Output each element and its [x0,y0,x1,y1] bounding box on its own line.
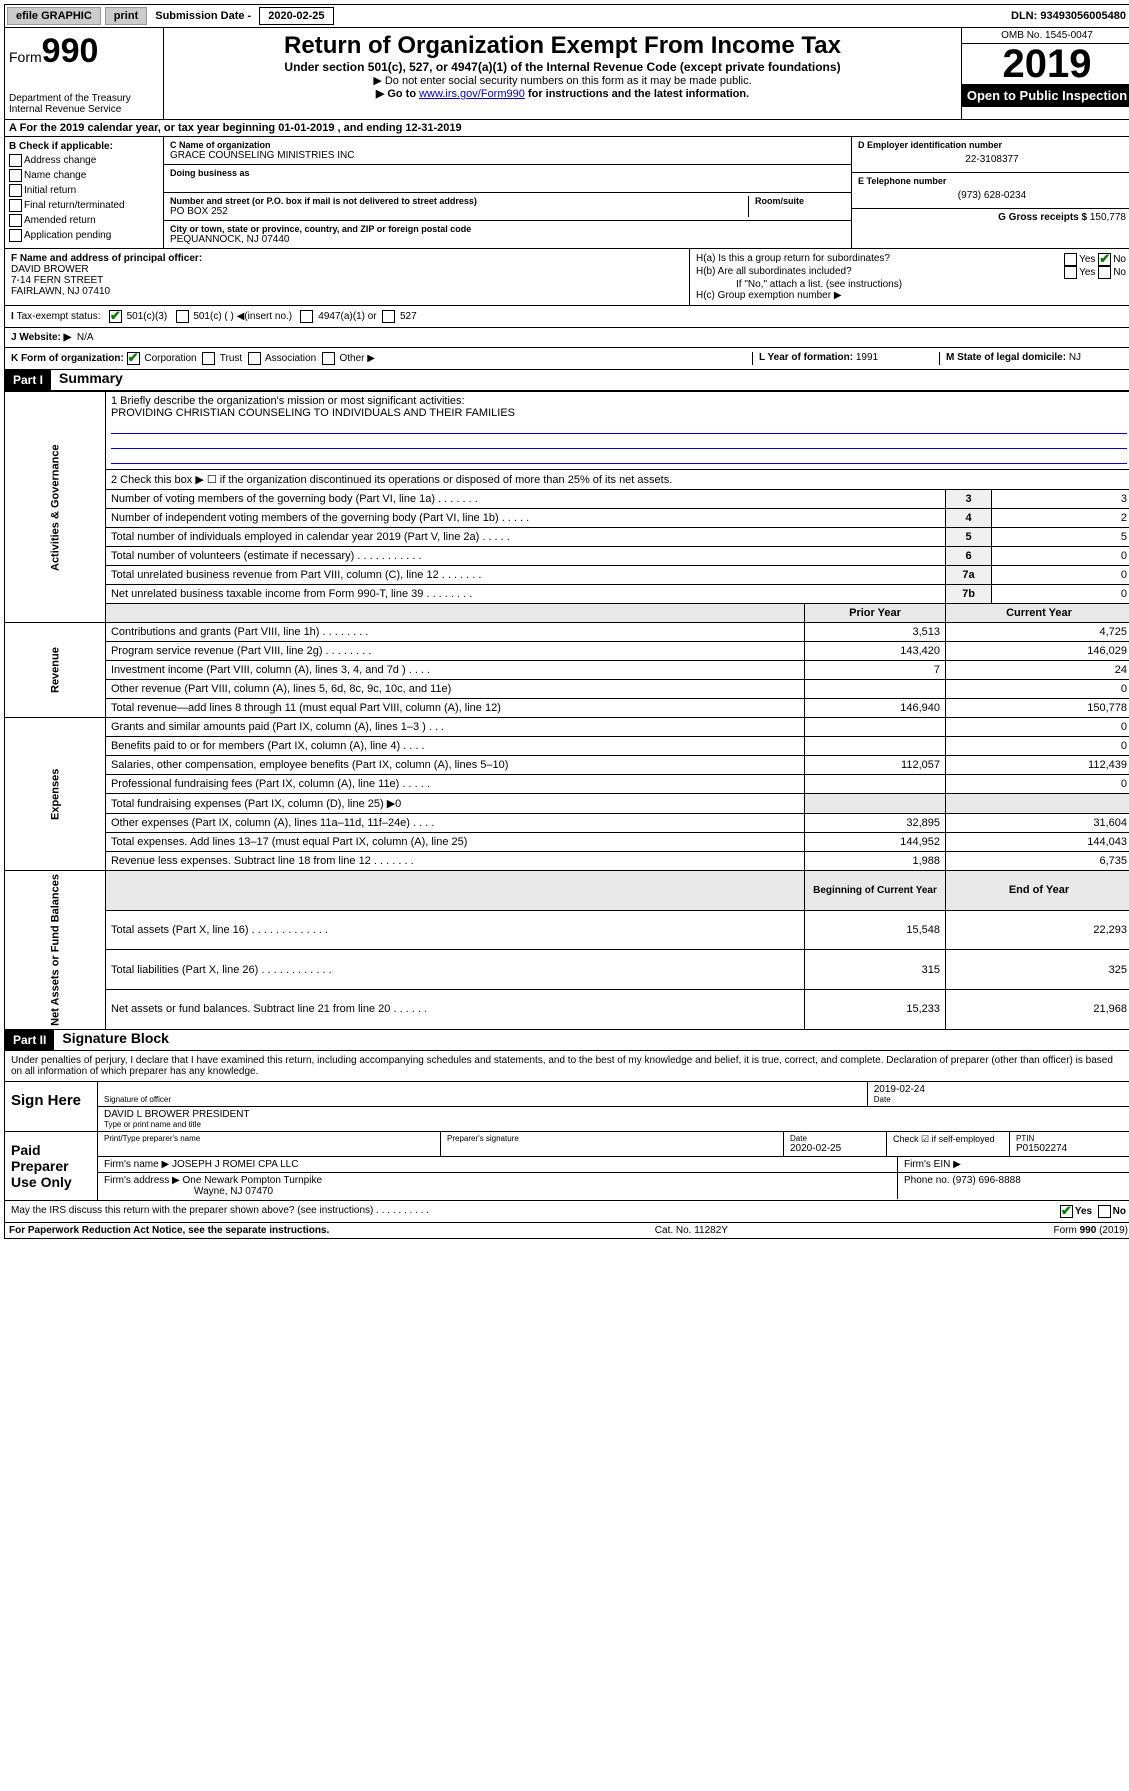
sign-here-label: Sign Here [5,1082,98,1131]
part1-header: Part I Summary [4,370,1129,391]
discuss-row: May the IRS discuss this return with the… [4,1201,1129,1223]
gross-receipts: 150,778 [1090,212,1126,223]
cb-name-change[interactable]: Name change [9,169,159,182]
firm-name: JOSEPH J ROMEI CPA LLC [172,1159,299,1170]
sidelabel-gov: Activities & Governance [5,392,106,623]
sidelabel-rev: Revenue [5,623,106,718]
officer-name-title: DAVID L BROWER PRESIDENT [104,1109,1126,1120]
submission-date-label: Submission Date - [151,10,255,22]
dln-block: DLN: 93493056005480 [1011,10,1129,22]
telephone: (973) 628-0234 [858,186,1126,205]
sign-here-section: Sign Here Signature of officer 2019-02-2… [4,1082,1129,1132]
cb-501c[interactable] [176,310,189,323]
top-bar: efile GRAPHIC print Submission Date - 20… [4,4,1129,28]
footer: For Paperwork Reduction Act Notice, see … [4,1223,1129,1239]
goto-note: ▶ Go to www.irs.gov/Form990 for instruct… [168,87,957,100]
header-left: Form990 Department of the Treasury Inter… [5,28,164,119]
ptin: P01502274 [1016,1143,1126,1154]
form-title: Return of Organization Exempt From Incom… [168,32,957,60]
cb-trust[interactable] [202,352,215,365]
dept-treasury: Department of the Treasury [9,93,159,104]
cb-other[interactable] [322,352,335,365]
dln-label: DLN: [1011,10,1040,22]
print-button[interactable]: print [105,7,147,25]
org-city: PEQUANNOCK, NJ 07440 [170,234,845,245]
principal-officer: F Name and address of principal officer:… [5,249,689,305]
mission-text: PROVIDING CHRISTIAN COUNSELING TO INDIVI… [111,407,1127,419]
cb-application-pending[interactable]: Application pending [9,229,159,242]
ein: 22-3108377 [858,150,1126,169]
org-name: GRACE COUNSELING MINISTRIES INC [170,150,845,161]
paid-preparer-label: Paid Preparer Use Only [5,1132,98,1200]
header-mid: Return of Organization Exempt From Incom… [164,28,961,119]
discuss-no[interactable] [1098,1205,1111,1218]
irs-link[interactable]: www.irs.gov/Form990 [419,88,525,100]
part2-header: Part II Signature Block [4,1030,1129,1051]
year-formation: 1991 [856,352,878,363]
dln-value: 93493056005480 [1040,10,1126,22]
org-address: PO BOX 252 [170,206,748,217]
form-subtitle: Under section 501(c), 527, or 4947(a)(1)… [168,60,957,74]
cb-amended[interactable]: Amended return [9,214,159,227]
hb-no[interactable] [1098,266,1111,279]
header-right: OMB No. 1545-0047 2019 Open to Public In… [961,28,1129,119]
section-f-h: F Name and address of principal officer:… [4,249,1129,306]
submission-date-value: 2020-02-25 [259,7,333,25]
group-return: H(a) Is this a group return for subordin… [689,249,1129,305]
tax-exempt-status: I Tax-exempt status: 501(c)(3) 501(c) ( … [4,306,1129,328]
perjury-statement: Under penalties of perjury, I declare th… [4,1051,1129,1082]
discuss-yes[interactable] [1060,1205,1073,1218]
ha-yes[interactable] [1064,253,1077,266]
preparer-phone: (973) 696-8888 [952,1175,1020,1186]
form-org-row: K Form of organization: Corporation Trus… [4,348,1129,370]
cb-final-return[interactable]: Final return/terminated [9,199,159,212]
open-inspection: Open to Public Inspection [962,84,1129,107]
cb-assoc[interactable] [248,352,261,365]
paid-preparer-section: Paid Preparer Use Only Print/Type prepar… [4,1132,1129,1201]
cb-4947[interactable] [300,310,313,323]
period-row: A For the 2019 calendar year, or tax yea… [4,120,1129,137]
cb-501c3[interactable] [109,310,122,323]
website-value: N/A [77,332,94,343]
right-info: D Employer identification number 22-3108… [851,137,1129,248]
irs-label: Internal Revenue Service [9,104,159,115]
cb-address-change[interactable]: Address change [9,154,159,167]
hb-yes[interactable] [1064,266,1077,279]
cb-initial-return[interactable]: Initial return [9,184,159,197]
cb-527[interactable] [382,310,395,323]
tax-year: 2019 [962,44,1129,84]
section-b-g: B Check if applicable: Address change Na… [4,137,1129,249]
ssn-note: ▶ Do not enter social security numbers o… [168,74,957,87]
website-row: J Website: ▶ N/A [4,328,1129,348]
check-if-applicable: B Check if applicable: Address change Na… [5,137,164,248]
sidelabel-net: Net Assets or Fund Balances [5,871,106,1030]
mission-block: 1 Briefly describe the organization's mi… [105,392,1129,470]
ha-no[interactable] [1098,253,1111,266]
cb-corp[interactable] [127,352,140,365]
form-header: Form990 Department of the Treasury Inter… [4,28,1129,120]
part1-table: Activities & Governance 1 Briefly descri… [4,391,1129,1030]
sidelabel-exp: Expenses [5,718,106,871]
form-number: Form990 [9,32,159,71]
state-domicile: NJ [1069,352,1081,363]
efile-graphic-label: efile GRAPHIC [7,7,101,25]
org-info: C Name of organization GRACE COUNSELING … [164,137,851,248]
